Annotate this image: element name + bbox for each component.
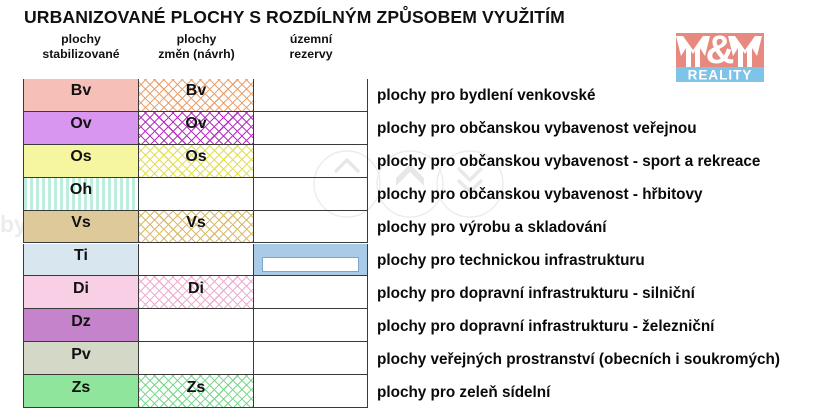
svg-text:REALITY: REALITY (688, 68, 753, 83)
svg-text:&: & (706, 33, 735, 72)
svg-text:HOLDING: HOLDING (764, 43, 769, 65)
